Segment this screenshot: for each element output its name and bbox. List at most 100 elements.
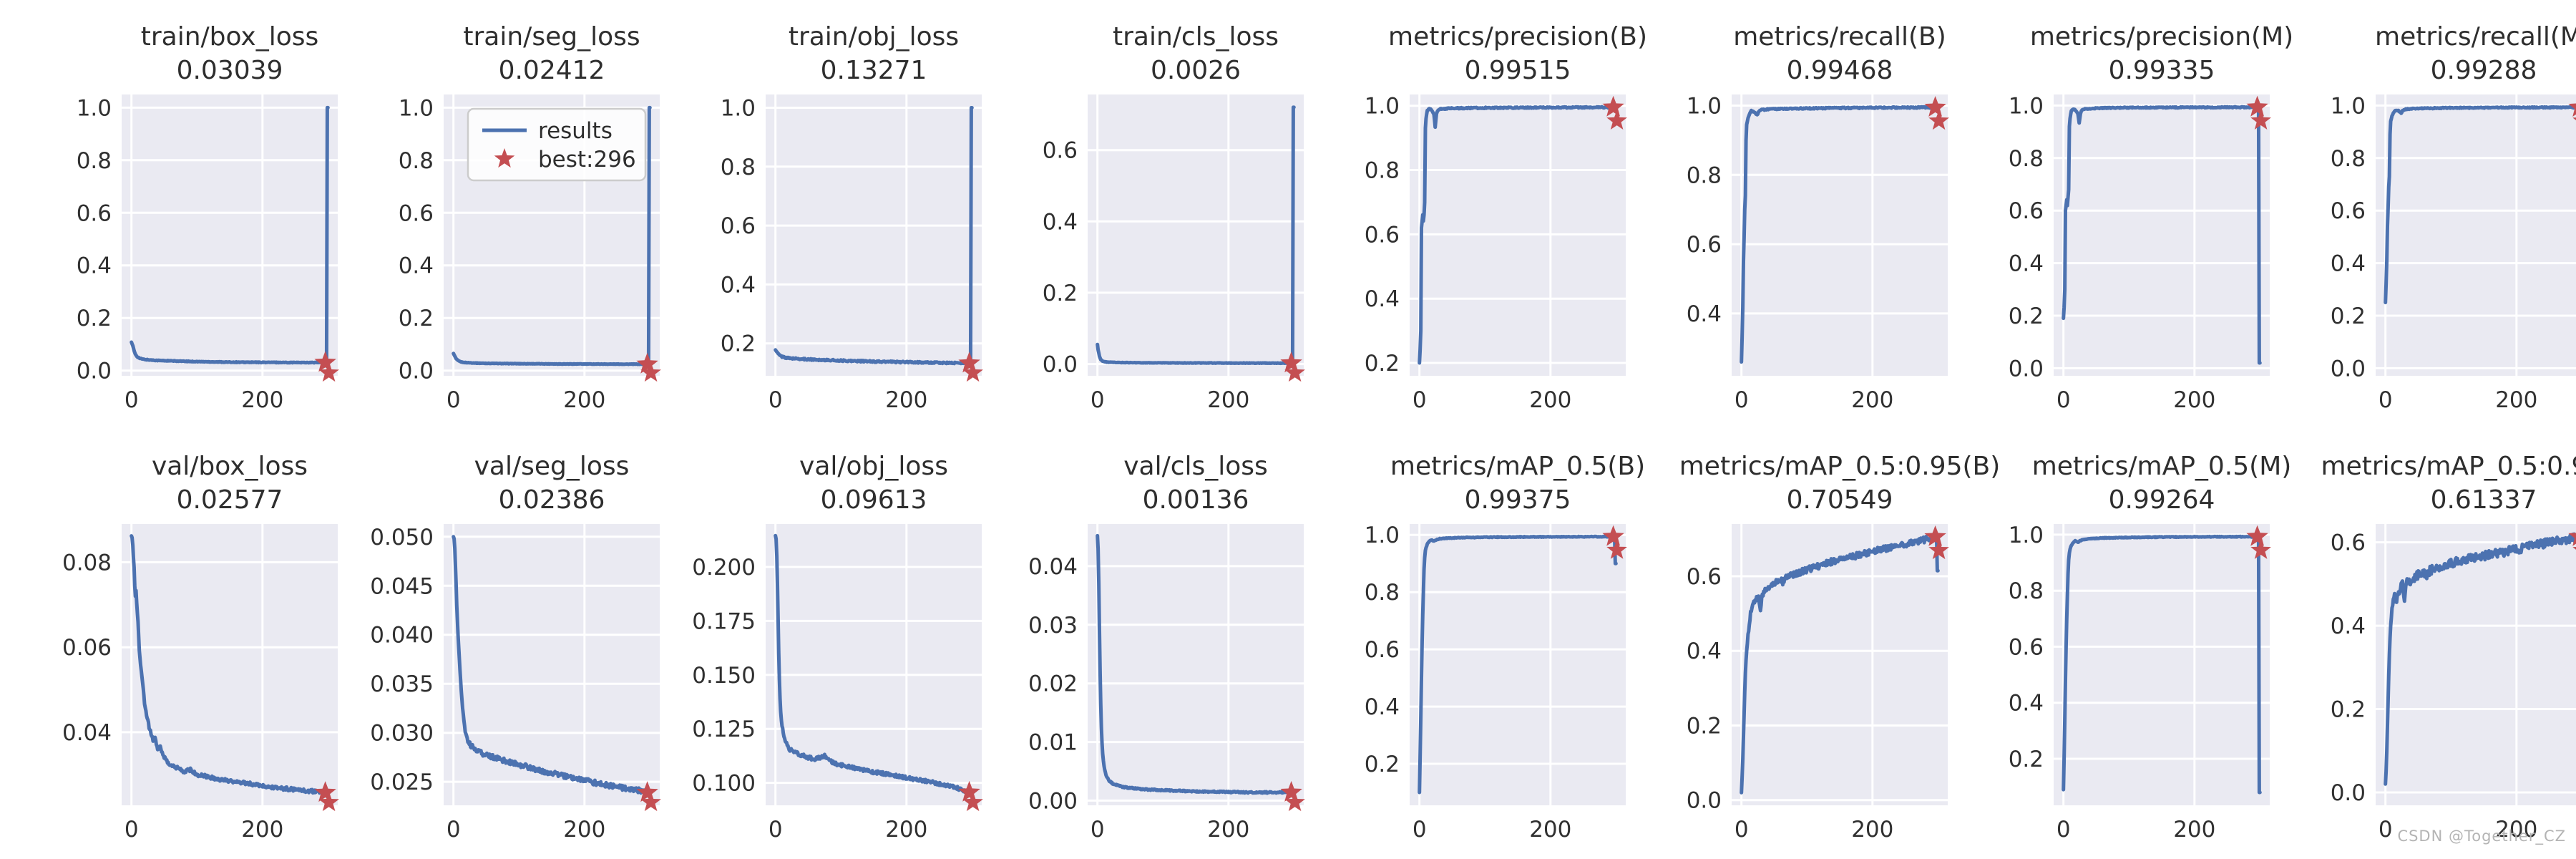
last-epoch-star <box>2250 539 2271 559</box>
plot-title-value: 0.09613 <box>820 485 927 515</box>
plot-title-value: 0.99375 <box>1464 485 1571 515</box>
plot-title-value: 0.13271 <box>820 56 927 85</box>
last-epoch-star <box>2572 547 2576 550</box>
ytick-label: 0.8 <box>1365 580 1400 606</box>
ytick-label: 0.6 <box>1687 564 1722 590</box>
ytick-label: 0.030 <box>370 721 434 747</box>
ytick-label: 1.0 <box>1687 94 1722 120</box>
ytick-label: 0.150 <box>692 663 756 689</box>
best-epoch-star <box>1602 95 1624 117</box>
plot-title-name: metrics/recall(M) <box>2375 22 2576 52</box>
ytick-label: 0.04 <box>1028 554 1078 580</box>
plot-title-value: 0.02412 <box>498 56 605 85</box>
ytick-label: 1.0 <box>2009 523 2044 548</box>
ytick-label: 0.2 <box>399 306 434 331</box>
axes-background <box>2054 94 2270 376</box>
plot-canvas: 0.0 0.2 0.4 0.6 0.8 1.0 0 200 <box>77 94 339 413</box>
subplot-train-cls-loss: train/cls_loss 0.0026 0.0 0.2 0.4 0.6 0 200 <box>995 11 1305 418</box>
last-epoch-star <box>1928 110 1949 130</box>
xtick-label: 200 <box>1529 817 1571 843</box>
ytick-label: 0.0 <box>2331 356 2366 382</box>
axes-background <box>1732 94 1948 376</box>
best-epoch-star <box>2246 95 2268 117</box>
results-line <box>452 105 652 367</box>
ytick-label: 0.4 <box>1687 639 1722 664</box>
ytick-label: 0.4 <box>77 253 112 279</box>
results-line <box>130 534 330 795</box>
ytick-label: 0.040 <box>370 623 434 649</box>
results-line <box>1418 105 1618 365</box>
best-epoch-star <box>1280 351 1302 373</box>
ytick-label: 0.2 <box>2331 697 2366 723</box>
ytick-label: 0.8 <box>399 148 434 174</box>
plot-title-name: train/cls_loss <box>1112 22 1279 52</box>
legend-best-label: best:296 <box>538 147 636 173</box>
subplot-train-obj-loss: train/obj_loss 0.13271 0.2 0.4 0.6 0.8 1.0 0 2… <box>673 11 983 418</box>
xtick-label: 200 <box>885 817 927 843</box>
ytick-label: 0.8 <box>1687 162 1722 188</box>
plot-title: val/seg_loss 0.02386 <box>437 450 666 517</box>
ytick-label: 0.0 <box>399 359 434 384</box>
ytick-label: 0.050 <box>370 525 434 550</box>
last-epoch-star <box>318 792 339 812</box>
xtick-label: 0 <box>1091 387 1105 413</box>
last-epoch-star <box>1284 792 1305 812</box>
plot-title: metrics/precision(B) 0.99515 <box>1388 20 1647 87</box>
xtick-label: 200 <box>563 387 605 413</box>
plot-title-name: train/box_loss <box>140 22 319 52</box>
ytick-label: 0.2 <box>2009 304 2044 329</box>
last-epoch-star <box>1606 539 1627 559</box>
last-epoch-star <box>962 362 983 382</box>
plot-title: val/cls_loss 0.00136 <box>1081 450 1310 517</box>
results-line <box>2062 534 2262 795</box>
plot-title: val/obj_loss 0.09613 <box>759 450 988 517</box>
subplot-val-obj-loss: val/obj_loss 0.09613 0.100 0.125 0.150 0.17… <box>673 441 983 848</box>
xtick-label: 0 <box>2379 817 2393 843</box>
ytick-label: 0.2 <box>1043 281 1078 306</box>
plot-canvas: 0.2 0.4 0.6 0.8 1.0 0 200 <box>721 94 983 413</box>
results-line <box>452 535 652 797</box>
ytick-label: 0.0 <box>2009 356 2044 382</box>
subplot-train-box-loss: train/box_loss 0.03039 0.0 0.2 0.4 0.6 0.8 1.… <box>29 11 339 418</box>
plot-title-name: metrics/precision(M) <box>2029 22 2294 52</box>
plot-title-value: 0.70549 <box>1786 485 1893 515</box>
plot-title-value: 0.03039 <box>176 56 283 85</box>
axes-background <box>766 94 982 376</box>
xtick-label: 200 <box>2173 817 2215 843</box>
plot-title-value: 0.02577 <box>176 485 283 515</box>
axes-background <box>2054 524 2270 805</box>
ytick-label: 0.6 <box>1687 232 1722 258</box>
plot-title: metrics/recall(B) 0.99468 <box>1725 20 1954 87</box>
best-epoch-star <box>314 781 336 802</box>
axes-background <box>122 524 338 805</box>
xtick-label: 200 <box>241 817 283 843</box>
ytick-label: 0.8 <box>2009 146 2044 172</box>
results-line <box>2384 532 2576 786</box>
results-line <box>1740 105 1940 364</box>
subplot-metrics-precision-b: metrics/precision(B) 0.99515 0.2 0.4 0.6 0.… <box>1317 11 1647 418</box>
last-epoch-star <box>962 792 983 812</box>
results-line <box>130 105 330 365</box>
ytick-label: 0.6 <box>1043 138 1078 164</box>
subplot-train-seg-loss: train/seg_loss 0.02412 0.0 0.2 0.4 0.6 0.8 1.… <box>351 11 661 418</box>
subplot-metrics-recall-m: metrics/recall(M) 0.99288 0.0 0.2 0.4 0.6 0.… <box>2283 11 2576 418</box>
ytick-label: 1.0 <box>399 95 434 121</box>
plot-title: train/seg_loss 0.02412 <box>437 20 666 87</box>
axes-background <box>1088 94 1304 376</box>
plot-title-name: metrics/mAP_0.5:0.95(B) <box>1679 452 2001 481</box>
best-epoch-star <box>958 780 980 802</box>
xtick-label: 200 <box>1529 387 1571 413</box>
plot-canvas: 0.4 0.6 0.8 1.0 0 200 <box>1687 94 1949 413</box>
xtick-label: 0 <box>1091 817 1105 843</box>
plot-canvas: 0.04 0.06 0.08 0 200 <box>62 524 339 843</box>
plot-canvas: 0.0 0.2 0.4 0.6 0.8 1.0 0 200 <box>2331 93 2576 413</box>
xtick-label: 200 <box>1851 387 1893 413</box>
xtick-label: 200 <box>1207 817 1249 843</box>
xtick-label: 0 <box>2057 387 2071 413</box>
xtick-label: 0 <box>2379 387 2393 413</box>
plot-title: metrics/mAP_0.5:0.95(M) 0.61337 <box>2321 450 2576 517</box>
ytick-label: 0.0 <box>2331 780 2366 806</box>
plot-title: metrics/mAP_0.5(M) 0.99264 <box>2032 450 2292 517</box>
ytick-label: 0.02 <box>1028 671 1078 697</box>
